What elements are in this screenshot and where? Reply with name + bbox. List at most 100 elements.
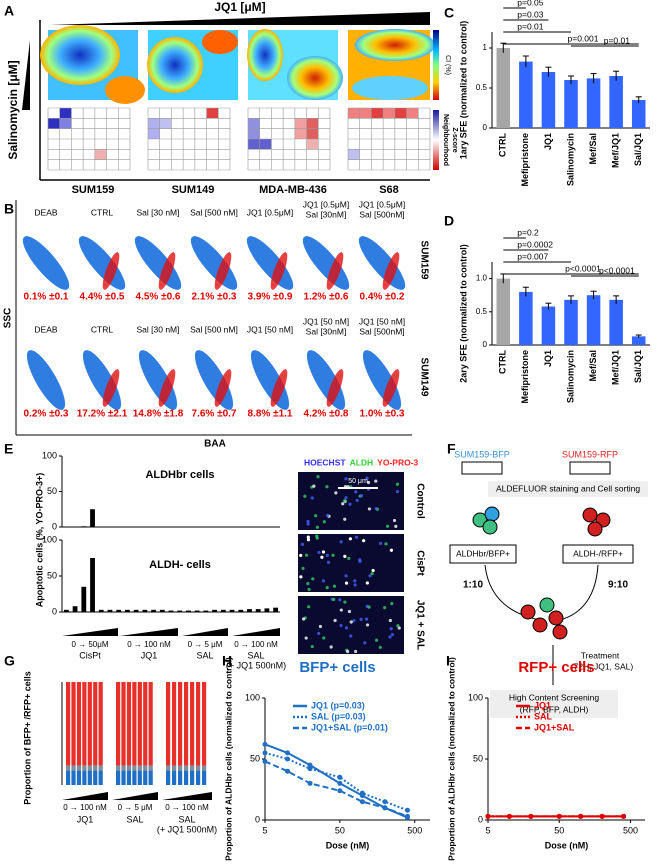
panel-label: G [4,653,15,669]
condition: DEAB [34,324,57,334]
label: Z-score [451,127,458,152]
nucleus [326,586,329,589]
bar [134,610,139,612]
nucleus [349,634,352,637]
nucleus [375,639,378,642]
p-value: p=0.001 [568,33,599,43]
nucleus [323,520,326,523]
nucleus [306,582,309,585]
percentage: 14.8% ±1.8 [133,409,184,420]
nucleus [349,537,352,540]
x-tick-label: Sal/JQ1 [633,350,643,383]
y-tick-label: 50 [250,753,260,763]
heatmap [287,56,343,100]
x-tick-label: 500 [623,825,638,835]
nucleus [350,620,353,623]
nucleus [311,577,314,580]
micrographs [298,472,404,654]
range: 0 → 50μM [71,640,108,649]
point [337,788,342,793]
bar [542,72,556,128]
x-tick-label: Salinomycin [565,133,575,186]
bar [81,526,86,527]
range: 0 → 100 nM [234,640,278,649]
nucleus [305,554,308,557]
y-axis-label: Proportion of ALDHbr cells (normalized t… [446,657,456,861]
flow-blob [20,346,71,415]
bar-segment [138,682,142,765]
z-cell [248,118,260,128]
x-tick-label: JQ1 [543,133,553,150]
nucleus [356,499,359,502]
x-tick-label: Mefipristone [520,133,530,187]
bar [265,608,270,612]
percentage: 1.2% ±0.6 [304,292,349,303]
condition: JQ1 [0.5μM] [247,207,293,217]
bar-segment [190,771,194,785]
nucleus [348,503,351,506]
point [308,766,313,771]
nucleus [367,606,370,609]
y-tick-label: 100 [42,534,57,544]
flow-blob [72,231,131,296]
bar-segment [166,771,170,785]
nucleus [344,574,347,577]
cell-line: SUM149 [172,184,215,196]
nucleus [325,485,328,488]
panel-a-art [22,12,439,180]
nucleus [327,561,330,564]
bar [247,609,252,612]
z-cell [248,139,260,149]
bar-segment [202,771,206,785]
nucleus [384,542,387,545]
bar [177,611,182,612]
nucleus [371,572,374,575]
cell [583,508,597,522]
point [285,750,290,755]
source: SUM159-BFP [454,449,510,459]
x-axis-label: Dose (nM) [545,840,589,850]
y-tick-label: 0 [483,123,488,132]
x-tick-label: CTRL [498,133,508,157]
group: (+ JQ1 500nM) [226,660,286,670]
bar [108,610,113,612]
bar-segment [178,771,182,785]
point [263,742,268,747]
bar [203,611,208,612]
condition: JQ1 [50 nM] [303,316,349,326]
nucleus [307,605,310,608]
nucleus [338,598,341,601]
source: SUM159-RFP [562,449,618,459]
bar [238,610,243,612]
condition: DEAB [34,207,57,217]
stain: YO-PRO-3 [377,457,418,467]
image [298,534,404,592]
nucleus [394,525,397,528]
nucleus [391,633,394,636]
x-tick-label: CTRL [498,350,508,374]
nucleus [302,617,305,620]
legend-label: JQ1+SAL [534,722,575,732]
y-tick-label: 0 [478,814,483,824]
bar-segment [184,771,188,785]
nucleus [365,618,368,621]
nucleus [354,490,357,493]
nucleus [386,525,389,528]
x-tick-label: 50 [335,825,345,835]
z-cell [307,129,319,139]
cell-line: MDA-MB-436 [259,184,327,196]
label: Neighbourhood [442,114,449,166]
nucleus [396,624,399,627]
z-cell [407,108,419,118]
x-tick-label: 5 [485,825,490,835]
cell [533,618,547,632]
label: 9:10 [608,580,628,591]
bar-segment [149,682,153,765]
z-cell [160,118,172,128]
nucleus [353,583,356,586]
nucleus [366,623,369,626]
bar-segment [88,771,92,785]
nucleus [301,543,304,546]
group: (+ JQ1 500nM) [157,824,217,834]
